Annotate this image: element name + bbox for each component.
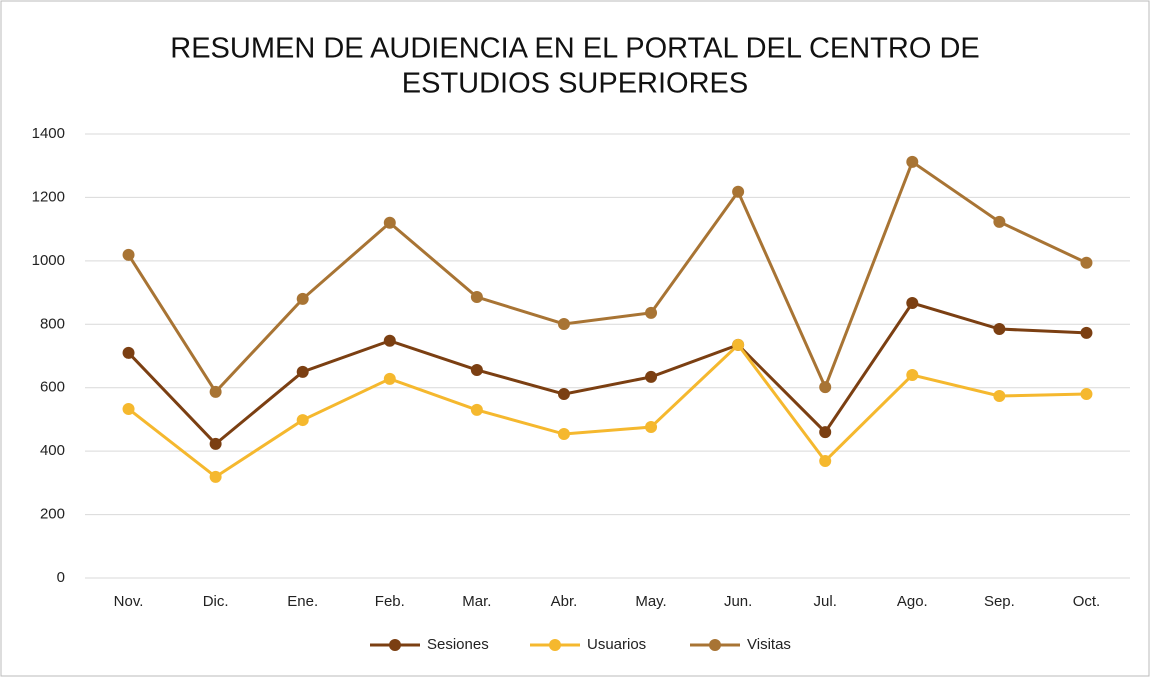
x-tick-label: Mar. xyxy=(462,593,491,610)
data-point xyxy=(470,291,483,304)
data-point xyxy=(383,334,396,347)
x-tick-label: Ene. xyxy=(287,593,318,610)
chart-title: ESTUDIOS SUPERIORES xyxy=(402,68,748,100)
legend-marker xyxy=(389,639,401,651)
data-point xyxy=(209,437,222,450)
data-point xyxy=(122,402,135,415)
data-point xyxy=(993,323,1006,336)
data-point xyxy=(383,372,396,385)
x-tick-label: Jul. xyxy=(814,593,837,610)
data-point xyxy=(993,215,1006,228)
series-line xyxy=(127,159,1088,395)
data-point xyxy=(645,306,658,319)
legend-marker xyxy=(709,639,721,651)
data-point xyxy=(557,388,570,401)
x-tick-label: Nov. xyxy=(114,593,144,610)
data-point xyxy=(906,369,919,382)
data-point xyxy=(906,297,919,310)
legend-label: Visitas xyxy=(747,636,791,653)
x-tick-label: Sep. xyxy=(984,593,1015,610)
x-tick-label: May. xyxy=(635,593,666,610)
y-tick-label: 1200 xyxy=(32,188,65,205)
data-point xyxy=(296,414,309,427)
data-point xyxy=(557,317,570,330)
data-point xyxy=(732,338,745,351)
data-point xyxy=(209,385,222,398)
data-point xyxy=(819,426,832,439)
data-point xyxy=(470,403,483,416)
y-tick-label: 0 xyxy=(57,569,65,586)
y-tick-label: 400 xyxy=(40,442,65,459)
x-tick-label: Oct. xyxy=(1073,593,1101,610)
y-tick-label: 200 xyxy=(40,506,65,523)
data-point xyxy=(645,421,658,434)
data-point xyxy=(209,470,222,483)
y-tick-label: 800 xyxy=(40,315,65,332)
data-point xyxy=(296,292,309,305)
data-point xyxy=(383,216,396,229)
series-line xyxy=(127,301,1087,446)
data-point xyxy=(122,346,135,359)
data-point xyxy=(1080,326,1093,339)
legend-marker xyxy=(549,639,561,651)
x-tick-label: Feb. xyxy=(375,593,405,610)
x-tick-label: Abr. xyxy=(551,593,578,610)
data-point xyxy=(819,454,832,467)
y-tick-label: 600 xyxy=(40,379,65,396)
data-point xyxy=(296,365,309,378)
data-point xyxy=(645,370,658,383)
data-point xyxy=(993,389,1006,402)
data-point xyxy=(557,428,570,441)
chart-title: RESUMEN DE AUDIENCIA EN EL PORTAL DEL CE… xyxy=(170,33,980,65)
data-point xyxy=(906,155,919,168)
y-tick-label: 1000 xyxy=(32,252,65,269)
data-point xyxy=(1080,256,1093,269)
data-point xyxy=(819,381,832,394)
data-point xyxy=(122,248,135,261)
x-tick-label: Ago. xyxy=(897,593,928,610)
legend-label: Usuarios xyxy=(587,636,646,653)
data-point xyxy=(1080,388,1093,401)
x-tick-label: Dic. xyxy=(203,593,229,610)
data-point xyxy=(732,185,745,198)
y-tick-label: 1400 xyxy=(32,125,65,142)
x-tick-label: Jun. xyxy=(724,593,752,610)
legend-label: Sesiones xyxy=(427,636,489,653)
series-line xyxy=(127,342,1087,479)
data-point xyxy=(470,363,483,376)
